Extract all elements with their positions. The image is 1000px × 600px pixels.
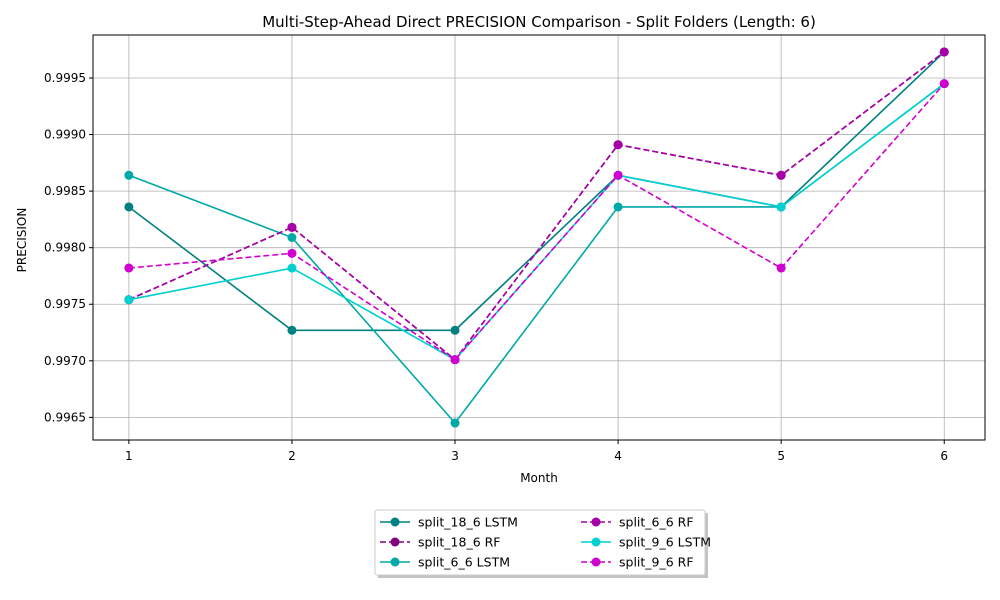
x-tick-label: 6 [940, 449, 948, 463]
y-tick-label: 0.9990 [44, 128, 86, 142]
plot-series [124, 47, 949, 428]
legend-box [374, 509, 706, 576]
x-tick-label: 5 [777, 449, 785, 463]
y-tick-label: 0.9980 [44, 241, 86, 255]
legend-marker [390, 537, 400, 547]
y-tick-label: 0.9985 [44, 184, 86, 198]
y-tick-label: 0.9975 [44, 297, 86, 311]
data-point [287, 222, 297, 232]
series-split_6_6-rf [124, 47, 949, 365]
data-point [287, 325, 297, 335]
legend-entry: split_6_6 LSTM [380, 555, 510, 570]
legend-marker [591, 557, 601, 567]
data-point [613, 140, 623, 150]
data-point [776, 202, 786, 212]
y-tick-label: 0.9995 [44, 71, 86, 85]
legend-label: split_18_6 LSTM [418, 515, 518, 530]
data-point [287, 263, 297, 273]
data-point [776, 263, 786, 273]
x-tick-label: 4 [614, 449, 622, 463]
series-line [128, 51, 945, 361]
series-split_9_6-rf [124, 79, 949, 365]
data-point [776, 170, 786, 180]
data-point [450, 355, 460, 365]
x-tick-label: 1 [125, 449, 133, 463]
data-point [450, 325, 460, 335]
plot-frame [92, 34, 986, 441]
legend-entry: split_18_6 LSTM [380, 515, 518, 530]
y-tick-label: 0.9965 [44, 410, 86, 424]
legend-entry: split_6_6 RF [581, 515, 694, 530]
data-point [124, 170, 134, 180]
legend-label: split_18_6 RF [418, 535, 501, 550]
series-split_9_6-lstm [124, 79, 949, 365]
data-point [613, 170, 623, 180]
legend: split_18_6 LSTM split_18_6 RF split_6_6 LS… [374, 509, 711, 578]
legend-label: split_6_6 RF [619, 515, 694, 530]
data-point [939, 47, 949, 57]
legend-entry: split_9_6 RF [581, 555, 694, 570]
x-axis-ticks: 1 2 3 4 5 6 [125, 440, 948, 463]
data-point [124, 202, 134, 212]
legend-label: split_6_6 LSTM [418, 555, 510, 570]
y-tick-label: 0.9970 [44, 354, 86, 368]
data-point [939, 79, 949, 89]
grid [93, 35, 985, 440]
legend-entry: split_18_6 RF [380, 535, 501, 550]
data-point [287, 248, 297, 258]
y-axis-title: PRECISION [15, 208, 29, 273]
x-axis-title: Month [520, 471, 558, 485]
series-line [128, 51, 945, 361]
legend-items: split_18_6 LSTM split_18_6 RF split_6_6 LS… [380, 515, 711, 570]
data-point [613, 202, 623, 212]
data-point [124, 295, 134, 305]
legend-entry: split_9_6 LSTM [581, 535, 711, 550]
x-tick-label: 3 [451, 449, 459, 463]
chart-title: Multi-Step-Ahead Direct PRECISION Compar… [262, 13, 816, 31]
legend-marker [591, 537, 601, 547]
legend-label: split_9_6 RF [619, 555, 694, 570]
data-point [287, 233, 297, 242]
legend-label: split_9_6 LSTM [619, 535, 711, 550]
data-point [124, 263, 134, 273]
legend-marker [591, 517, 601, 527]
legend-marker [390, 557, 400, 567]
series-line [128, 83, 945, 361]
series-split_18_6-rf [124, 47, 949, 365]
y-axis-ticks: 0.9965 0.9970 0.9975 0.9980 0.9985 0.9990 0.99… [44, 71, 93, 424]
legend-marker [390, 517, 400, 527]
data-point [450, 418, 460, 428]
x-tick-label: 2 [288, 449, 296, 463]
